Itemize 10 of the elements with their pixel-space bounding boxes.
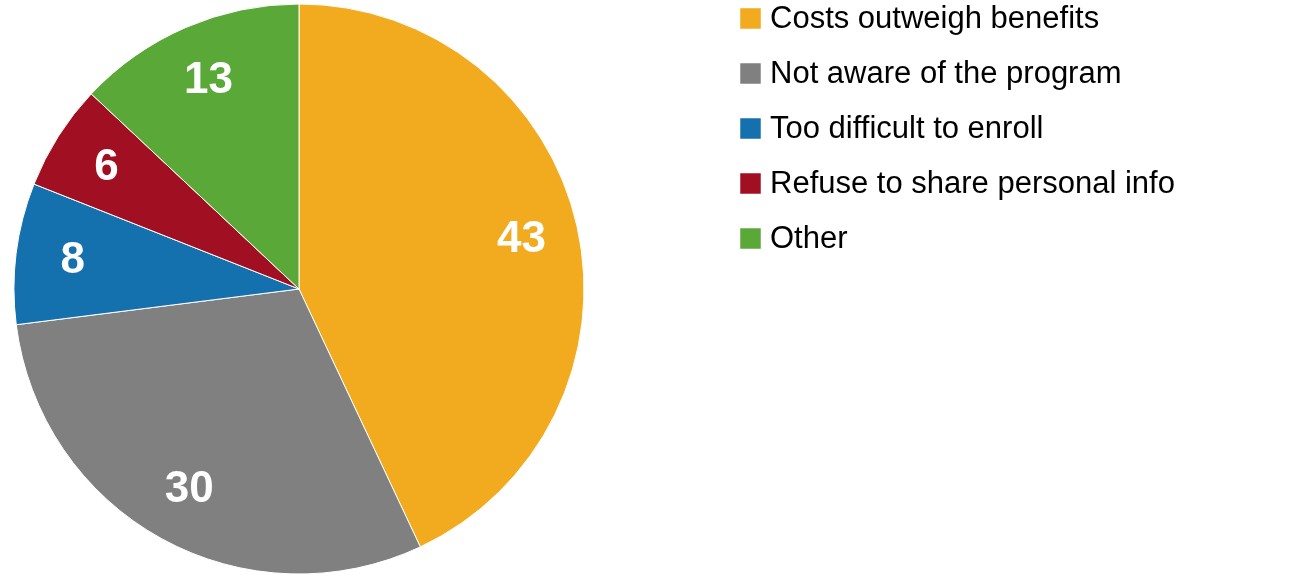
legend-label: Other: [770, 219, 848, 255]
legend-label: Refuse to share personal info: [770, 164, 1175, 200]
data-label: 13: [183, 52, 233, 102]
legend-label: Costs outweigh benefits: [770, 0, 1100, 35]
data-label: 6: [94, 139, 119, 189]
data-label: 43: [497, 212, 546, 262]
data-label: 8: [60, 233, 86, 283]
legend-label: Not aware of the program: [770, 54, 1122, 90]
data-label: 30: [164, 461, 214, 511]
legend-label: Too difficult to enroll: [770, 109, 1044, 145]
